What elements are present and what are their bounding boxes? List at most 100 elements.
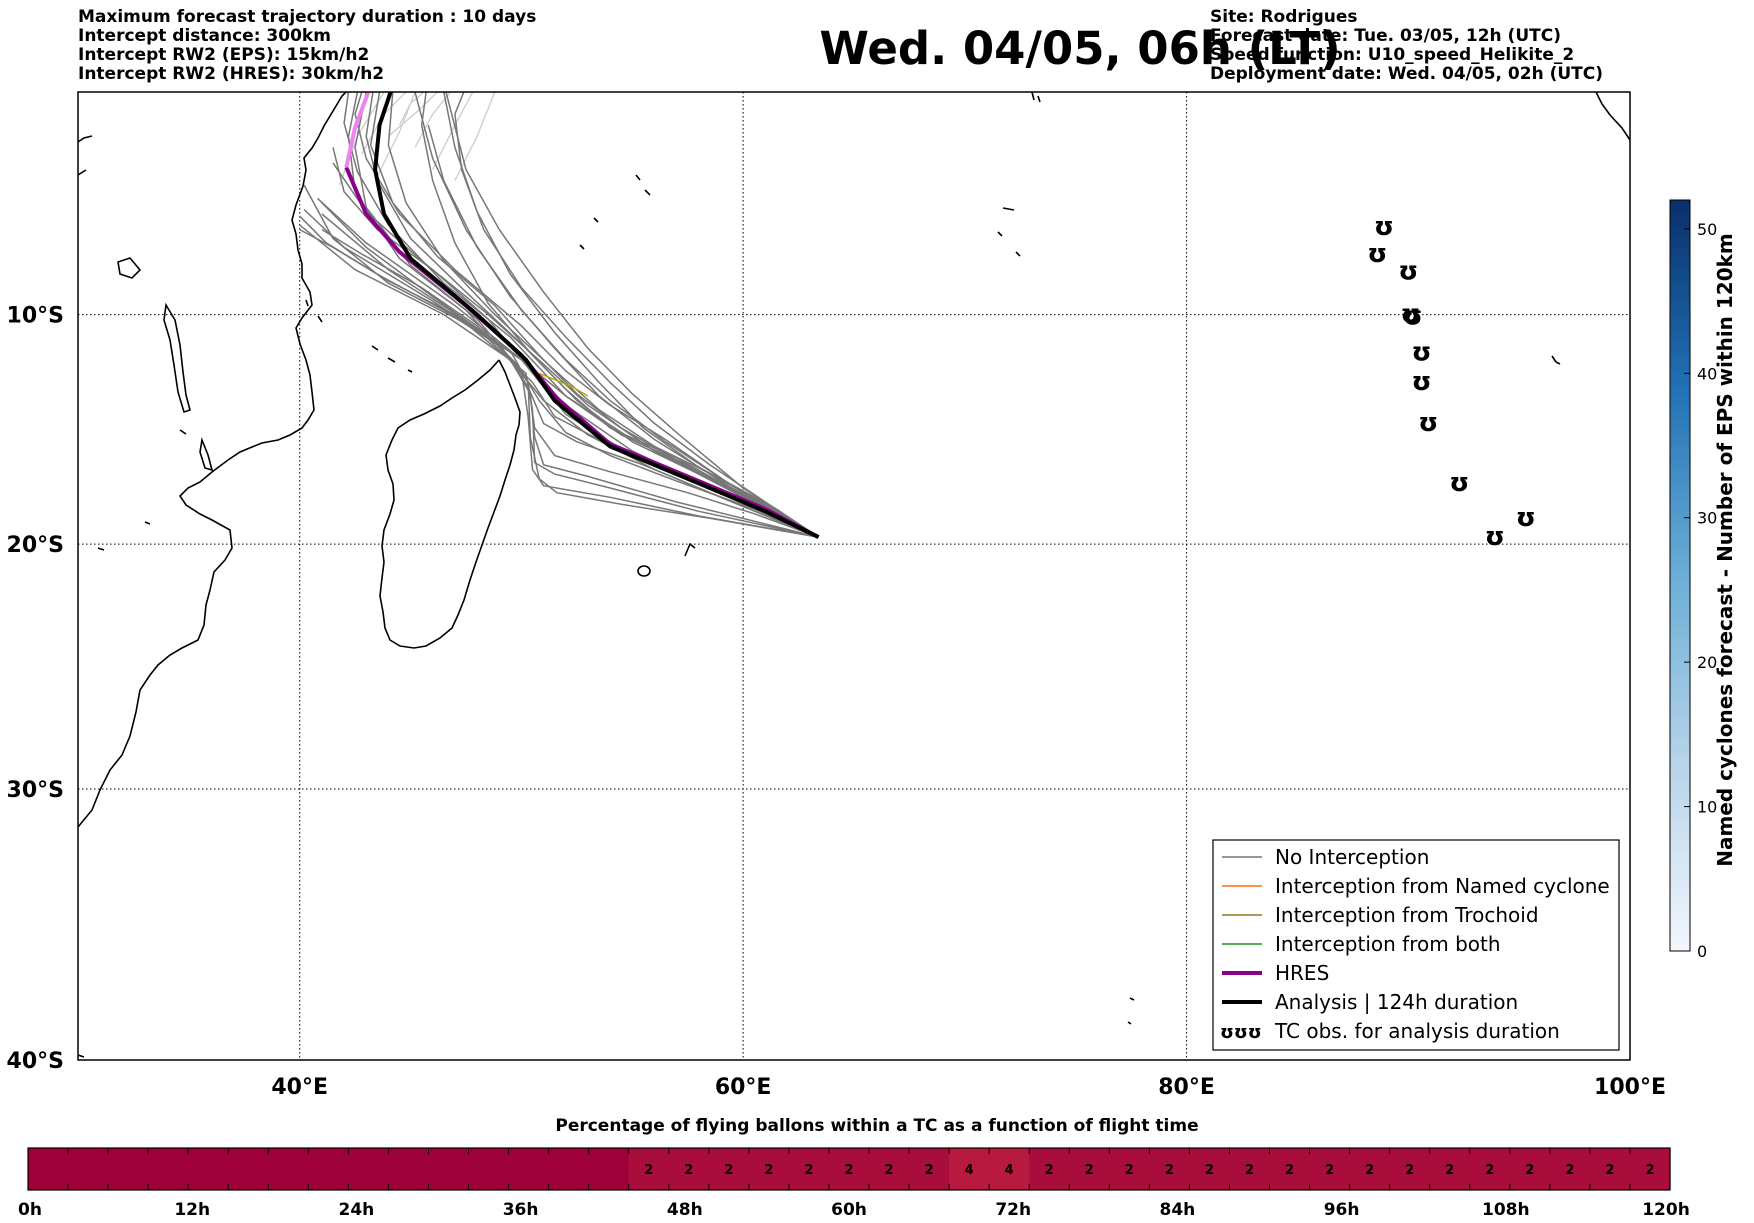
- site-text: Site: Rodrigues: [1210, 7, 1358, 27]
- tc-obs-symbol: ʊ: [1412, 367, 1432, 397]
- flight-bar-cell: [949, 1148, 990, 1190]
- flight-bar-cell: [588, 1148, 630, 1190]
- amsterdam-island: [1127, 997, 1135, 1025]
- legend-label: HRES: [1275, 961, 1329, 985]
- colorbar-tick-label: 50: [1697, 220, 1717, 239]
- flight-bar-value: 2: [844, 1163, 853, 1178]
- ensemble-track: [299, 228, 819, 538]
- flight-bar-cell: [308, 1148, 349, 1190]
- flight-bar-cell: [628, 1148, 670, 1190]
- analysis-track: [373, 92, 820, 539]
- ensemble-track: [454, 92, 819, 538]
- tc-obs-symbol: ʊ: [1400, 299, 1420, 329]
- speed-function-text: Speed function: U10_speed_Helikite_2: [1210, 45, 1575, 65]
- legend-label: Analysis | 124h duration: [1275, 990, 1518, 1014]
- flight-bar-cell: [748, 1148, 790, 1190]
- flight-bar-tick-label: 12h: [174, 1200, 210, 1220]
- flight-bar-cell: [1469, 1148, 1511, 1190]
- chagos-islands: [997, 207, 1021, 257]
- lat-tick-label: 10°S: [7, 304, 64, 329]
- flight-bar-cell: [1349, 1148, 1391, 1190]
- lon-tick-label: 40°E: [271, 1075, 328, 1100]
- flight-bar-frame: [27, 1147, 1671, 1191]
- comoros-islands: [371, 345, 413, 373]
- flight-bar-cell: [828, 1148, 870, 1190]
- flight-bar-tick-label: 108h: [1482, 1200, 1530, 1220]
- colorbar: 0 10 20 30 40 50: [1669, 199, 1717, 961]
- ensemble-track: [347, 92, 819, 538]
- flight-bar-cell: [788, 1148, 830, 1190]
- flight-bar-cell: [1229, 1148, 1271, 1190]
- map-grid: [78, 92, 1630, 1060]
- flight-bar-value: 2: [1365, 1163, 1374, 1178]
- lake-malawi: [199, 437, 214, 472]
- trochoid-intercept-track: [538, 372, 589, 397]
- flight-bar-cell: [1189, 1148, 1231, 1190]
- flight-bar-tick-label: 0h: [18, 1200, 42, 1220]
- flight-bar-value: 2: [644, 1163, 653, 1178]
- flight-bar-value: 2: [1245, 1163, 1254, 1178]
- lon-tick-label: 60°E: [715, 1075, 772, 1100]
- flight-bar-cell: [68, 1148, 109, 1190]
- flight-bar-cell: [869, 1148, 910, 1190]
- madagascar-coastline: [379, 359, 521, 649]
- colorbar-tick-label: 10: [1697, 798, 1717, 817]
- flight-bar-value: 2: [1285, 1163, 1294, 1178]
- flight-bar-cell: [708, 1148, 750, 1190]
- flight-bar-value: 4: [965, 1163, 974, 1178]
- ensemble-track-faded: [376, 92, 416, 177]
- flight-bar-cell: [1549, 1148, 1591, 1190]
- lon-tick-label: 80°E: [1158, 1075, 1215, 1100]
- flight-bar-cell: [508, 1148, 550, 1190]
- max-duration-text: Maximum forecast trajectory duration : 1…: [78, 7, 537, 27]
- flight-bar-cell: [268, 1148, 309, 1190]
- colorbar-tick-label: 40: [1697, 364, 1717, 383]
- flight-bar-value: 2: [1525, 1163, 1534, 1178]
- legend-label: Interception from Trochoid: [1275, 903, 1539, 927]
- flight-bar-value: 2: [1125, 1163, 1134, 1178]
- lat-tick-label: 40°S: [7, 1049, 64, 1074]
- intercept-hres-text: Intercept RW2 (HRES): 30km/h2: [78, 64, 385, 84]
- trajectories: [299, 92, 820, 539]
- lake-tanganyika: [163, 302, 191, 414]
- colorbar-label: Named cyclones forecast - Number of EPS …: [1713, 233, 1737, 867]
- flight-bar-cell: [1629, 1148, 1671, 1190]
- intercept-eps-text: Intercept RW2 (EPS): 15km/h2: [78, 45, 370, 65]
- header-info-right: Site: Rodrigues Forecast date: Tue. 03/0…: [1210, 8, 1603, 84]
- flight-bar-tick-label: 60h: [831, 1200, 867, 1220]
- maldives-islands: [1031, 92, 1041, 103]
- sumatra-coast: [1595, 92, 1630, 141]
- ensemble-track: [354, 92, 819, 538]
- colorbar-gradient: [1669, 199, 1691, 952]
- flight-bar-cell: [909, 1148, 950, 1190]
- tc-obs-symbol: ʊ: [1403, 302, 1423, 332]
- seychelles-islands: [579, 174, 651, 250]
- flight-bar-cell: [148, 1148, 189, 1190]
- flight-bar-cell: [1149, 1148, 1191, 1190]
- lat-tick-label: 30°S: [7, 778, 64, 803]
- flight-bar-cell: [188, 1148, 229, 1190]
- small-island-w: [97, 429, 187, 551]
- colorbar-tick-label: 0: [1697, 942, 1707, 961]
- flight-bar-value: 4: [1005, 1163, 1014, 1178]
- zanzibar-island: [305, 299, 323, 323]
- flight-bar-value: 2: [1325, 1163, 1334, 1178]
- flight-bar-tick-label: 48h: [667, 1200, 703, 1220]
- tc-obs-symbol: ʊ: [1516, 503, 1536, 533]
- cocos-islands: [1551, 355, 1561, 365]
- flight-bar-cell: [1109, 1148, 1150, 1190]
- legend-label: No Interception: [1275, 845, 1429, 869]
- flight-bar-tick-label: 84h: [1160, 1200, 1196, 1220]
- flight-bar-cell: [1309, 1148, 1351, 1190]
- flight-bar-tick-label: 96h: [1324, 1200, 1360, 1220]
- africa-coastline: [78, 92, 347, 828]
- flight-bar-cell: [1509, 1148, 1551, 1190]
- flight-bar-value: 2: [925, 1163, 934, 1178]
- flight-bar-value: 2: [1205, 1163, 1214, 1178]
- flight-bar-cell: [1589, 1148, 1631, 1190]
- flight-bar-value: 2: [1485, 1163, 1494, 1178]
- flight-bar-tick-label: 72h: [995, 1200, 1031, 1220]
- tc-obs-symbol: ʊ: [1485, 522, 1505, 552]
